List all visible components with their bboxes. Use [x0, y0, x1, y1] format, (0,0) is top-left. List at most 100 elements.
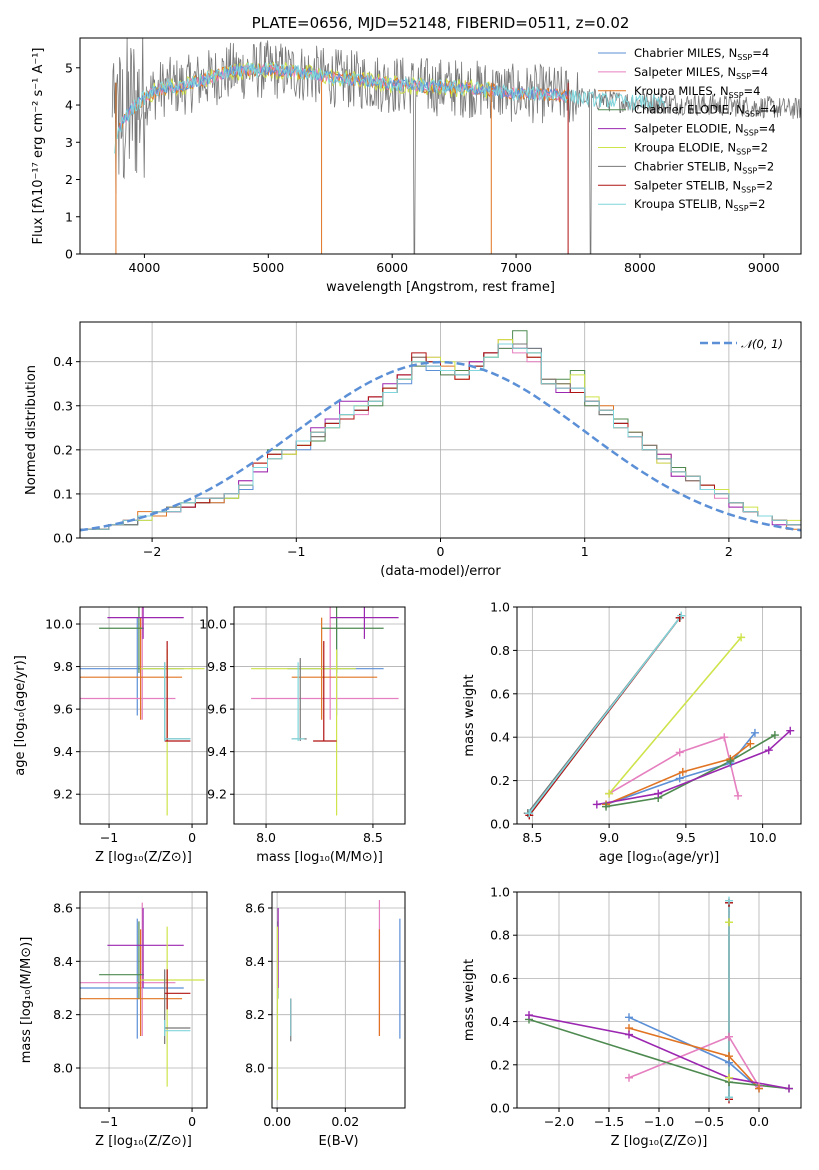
x-tick-label: 9.0	[599, 830, 619, 845]
x-tick-label: 8.5	[363, 830, 383, 845]
panel-z_weight: −2.0 −1.5 −1.0 −0.5 0.0 0.0 0.2 0.4 0.6 0.8 1.0 Z […	[462, 885, 802, 1149]
legend-label: Chabrier STELIB, NSSP=2	[634, 159, 774, 175]
point-marker-kroupa_elodie	[725, 918, 733, 927]
y-tick-label: 0.6	[490, 686, 510, 701]
panel-age_weight: 8.5 9.0 9.5 10.0 0.0 0.2 0.4 0.6 0.8 1.0 age [log₁…	[462, 600, 802, 865]
x-tick-label: 10.0	[749, 830, 777, 845]
normal-curve	[80, 360, 801, 532]
x-tick-label: −1	[100, 830, 118, 845]
plot-area	[276, 900, 401, 1100]
y-tick-label: 0	[65, 247, 73, 262]
x-tick-label: 2	[725, 544, 733, 559]
point-marker-kroupa_miles	[725, 1052, 733, 1061]
y-tick-label: 0.8	[490, 928, 510, 943]
point-marker-kroupa_elodie	[605, 789, 614, 798]
x-tick-label: 0	[188, 830, 196, 845]
x-tick-label: 8.5	[522, 830, 542, 845]
x-tick-label: 6000	[376, 260, 408, 275]
point-marker-kroupa_elodie	[737, 633, 746, 642]
axes-frame	[516, 606, 802, 825]
x-tick-label: −2	[143, 544, 161, 559]
x-axis-label: age [log₁₀(age/yr)]	[599, 850, 720, 865]
legend-label: Salpeter ELODIE, NSSP=4	[634, 122, 776, 138]
axes-frame	[79, 891, 208, 1109]
point-marker-chabrier_elodie	[602, 802, 611, 811]
y-tick-label: 10.0	[45, 617, 73, 632]
point-marker-salpeter_elodie	[785, 1084, 793, 1093]
point-marker-salpeter_miles	[675, 748, 684, 757]
x-tick-label: 4000	[129, 260, 161, 275]
x-tick-label: 8000	[624, 260, 656, 275]
y-tick-label: 9.8	[53, 659, 73, 674]
legend-label: Salpeter MILES, NSSP=4	[634, 65, 768, 81]
grid	[80, 607, 207, 824]
legend-label: Kroupa STELIB, NSSP=2	[634, 197, 765, 213]
point-marker-salpeter_miles	[725, 1032, 733, 1041]
y-tick-label: 2	[65, 172, 73, 187]
y-tick-label: 8.4	[53, 954, 73, 969]
point-marker-chabrier_miles	[625, 1013, 633, 1022]
y-tick-label: 0.2	[53, 442, 73, 457]
plot-area	[251, 607, 399, 816]
y-tick-label: 8.6	[245, 901, 265, 916]
y-tick-label: 0.4	[490, 1014, 510, 1029]
legend-label: Kroupa MILES, NSSP=4	[634, 84, 760, 100]
x-tick-label: 0.02	[331, 1114, 359, 1129]
x-tick-label: 7000	[500, 260, 532, 275]
y-tick-label: 0.6	[490, 971, 510, 986]
grid	[80, 892, 207, 1108]
grid	[80, 322, 801, 539]
point-marker-kroupa_miles	[746, 739, 755, 748]
y-tick-label: 10.0	[199, 617, 227, 632]
y-tick-label: 8.0	[245, 1061, 265, 1076]
x-axis-label: mass [log₁₀(M/M⊙)]	[256, 850, 383, 865]
point-marker-kroupa_stelib	[725, 1093, 733, 1102]
y-axis-label: mass weight	[462, 674, 477, 756]
axes-frame	[271, 891, 406, 1109]
point-marker-salpeter_miles	[734, 791, 743, 800]
grid	[517, 891, 801, 1109]
y-tick-label: 0.4	[53, 354, 73, 369]
legend-label: Chabrier MILES, NSSP=4	[634, 46, 769, 62]
y-tick-label: 0.4	[490, 730, 510, 745]
y-tick-label: 9.4	[207, 744, 227, 759]
point-marker-chabrier_elodie	[726, 757, 735, 766]
x-axis-label: E(B-V)	[318, 1134, 358, 1149]
y-tick-label: 1.0	[490, 885, 510, 900]
x-axis-label: Z [log₁₀(Z/Z⊙)]	[95, 1134, 192, 1149]
series-line-chabrier_miles	[605, 732, 756, 806]
x-tick-label: 8.0	[256, 830, 276, 845]
x-tick-label: −0.5	[694, 1114, 724, 1129]
y-axis-label: mass weight	[462, 959, 477, 1041]
plot-area	[80, 330, 801, 538]
plot-area	[111, 38, 801, 254]
grid	[517, 606, 801, 825]
y-tick-label: 8.2	[245, 1007, 265, 1022]
series-line-kroupa_miles	[605, 743, 751, 806]
x-tick-label: −1.0	[644, 1114, 674, 1129]
x-tick-label: 0	[188, 1114, 196, 1129]
y-tick-label: 0.3	[53, 398, 73, 413]
legend-label: 𝒩(0, 1)	[741, 337, 783, 351]
panel-residuals: −2 −1 0 1 2 0.0 0.1 0.2 0.3 0.4 (data-model)/error…	[24, 321, 802, 579]
x-tick-label: −1	[287, 544, 305, 559]
x-axis-label: (data-model)/error	[380, 564, 501, 579]
series-line-kroupa_elodie	[608, 636, 742, 795]
series-line-kroupa_stelib	[528, 615, 682, 814]
panel-z_age: −1 0 9.2 9.4 9.6 9.8 10.0 Z [log₁₀(Z/Z⊙)] age [l…	[13, 606, 208, 865]
x-tick-label: −1	[100, 1114, 118, 1129]
legend-label: Chabrier ELODIE, NSSP=4	[634, 103, 777, 119]
axes-frame	[233, 606, 406, 825]
point-marker-kroupa_miles	[678, 767, 687, 776]
plot-area	[80, 902, 205, 1087]
chart-title: PLATE=0656, MJD=52148, FIBERID=0511, z=0…	[252, 14, 630, 32]
x-tick-label: 5000	[252, 260, 284, 275]
panel-spectrum: 4000 5000 6000 7000 8000 9000 0 1 2 3 4 5 wavelength…	[31, 14, 802, 295]
x-axis-label: Z [log₁₀(Z/Z⊙)]	[611, 1134, 708, 1149]
point-marker-salpeter_elodie	[786, 726, 795, 735]
point-marker-chabrier_miles	[750, 728, 759, 737]
y-axis-label: Normed distribution	[24, 365, 39, 495]
y-tick-label: 9.6	[53, 702, 73, 717]
panel-mass_age: 8.0 8.5 9.2 9.4 9.6 9.8 10.0 mass [log₁₀(M/M⊙)]	[199, 606, 406, 865]
